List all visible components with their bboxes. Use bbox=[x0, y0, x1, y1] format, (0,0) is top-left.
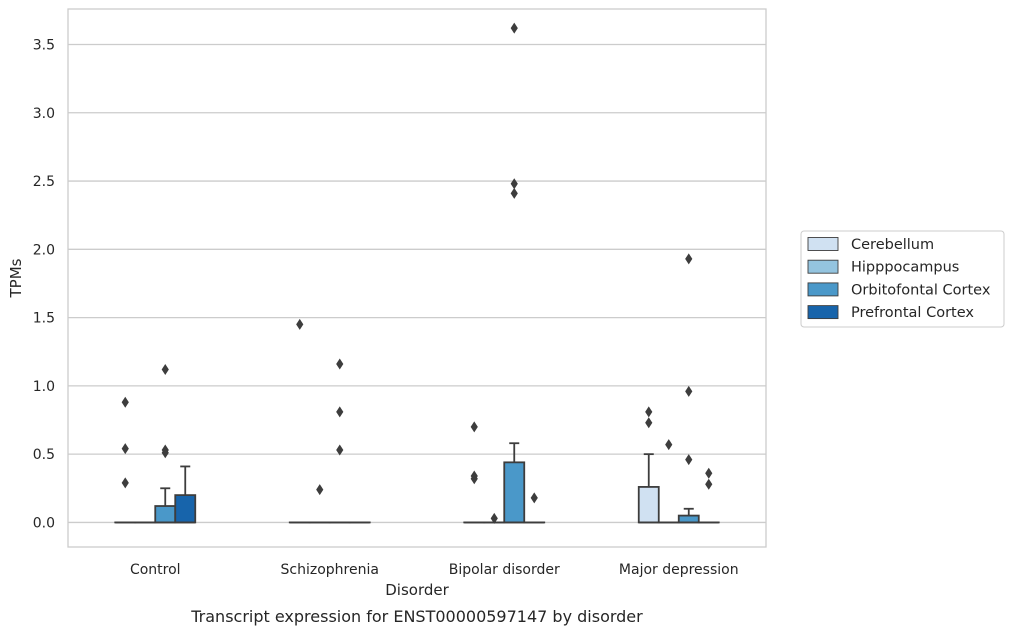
outlier-point bbox=[316, 484, 324, 496]
outlier-point bbox=[705, 467, 713, 479]
outlier-point bbox=[530, 492, 538, 504]
x-tick-label: Control bbox=[130, 562, 181, 578]
box bbox=[677, 514, 700, 524]
y-tick-label: 1.5 bbox=[33, 311, 55, 327]
outlier-point bbox=[336, 406, 344, 418]
outlier-point bbox=[470, 421, 478, 433]
box bbox=[503, 461, 526, 524]
y-tick-label: 1.0 bbox=[33, 379, 55, 395]
outlier-point bbox=[121, 396, 129, 408]
legend-label: Hipppocampus bbox=[851, 260, 959, 276]
outlier-point bbox=[705, 478, 713, 490]
outlier-point bbox=[510, 22, 518, 34]
legend-label: Cerebellum bbox=[851, 237, 934, 253]
x-tick-label: Schizophrenia bbox=[281, 562, 379, 578]
outlier-point bbox=[510, 178, 518, 190]
outlier-point bbox=[685, 385, 693, 397]
y-tick-label: 2.5 bbox=[33, 174, 55, 190]
outlier-point bbox=[685, 454, 693, 466]
legend-label: Prefrontal Cortex bbox=[851, 305, 974, 321]
y-axis-ticks: 0.0 0.5 1.0 1.5 2.0 2.5 3.0 3.5 bbox=[33, 38, 55, 532]
x-axis-ticks: Control Schizophrenia Bipolar disorder Majo… bbox=[130, 562, 739, 578]
outlier-point bbox=[470, 473, 478, 485]
x-tick-label: Major depression bbox=[619, 562, 739, 578]
x-axis-label: Disorder bbox=[385, 581, 449, 599]
outlier-point bbox=[121, 443, 129, 455]
outlier-point bbox=[161, 363, 169, 375]
outlier-point bbox=[121, 477, 129, 489]
legend-swatch bbox=[807, 237, 839, 251]
legend-frame bbox=[800, 230, 1005, 328]
box bbox=[154, 505, 177, 524]
box bbox=[637, 486, 660, 524]
box-series bbox=[114, 22, 720, 524]
series-group bbox=[154, 22, 700, 524]
legend-swatch bbox=[807, 305, 839, 320]
series-group bbox=[114, 318, 660, 524]
legend-swatch bbox=[807, 259, 839, 274]
legend-label: Orbitofontal Cortex bbox=[851, 282, 991, 298]
outlier-point bbox=[685, 253, 693, 265]
series-group bbox=[134, 439, 680, 524]
outlier-point bbox=[336, 358, 344, 370]
gridlines bbox=[68, 43, 766, 524]
y-tick-label: 0.5 bbox=[33, 447, 55, 463]
box bbox=[174, 494, 197, 524]
outlier-point bbox=[336, 444, 344, 456]
x-tick-label: Bipolar disorder bbox=[449, 562, 560, 578]
y-tick-label: 3.5 bbox=[33, 38, 55, 54]
y-tick-label: 2.0 bbox=[33, 242, 55, 258]
outlier-point bbox=[665, 439, 673, 451]
outlier-point bbox=[296, 318, 304, 330]
y-tick-label: 0.0 bbox=[33, 515, 55, 531]
chart-caption: Transcript expression for ENST0000059714… bbox=[190, 607, 643, 626]
legend: Cerebellum Hipppocampus Orbitofontal Corte… bbox=[800, 230, 1005, 328]
legend-swatch bbox=[807, 282, 839, 297]
outlier-point bbox=[161, 447, 169, 459]
outlier-point bbox=[490, 512, 498, 524]
y-tick-label: 3.0 bbox=[33, 106, 55, 122]
outlier-point bbox=[510, 187, 518, 199]
series-group bbox=[174, 465, 720, 524]
outlier-point bbox=[645, 406, 653, 418]
outlier-point bbox=[645, 417, 653, 429]
plot-area-frame bbox=[67, 8, 767, 548]
y-axis-label: TPMs bbox=[7, 258, 25, 298]
